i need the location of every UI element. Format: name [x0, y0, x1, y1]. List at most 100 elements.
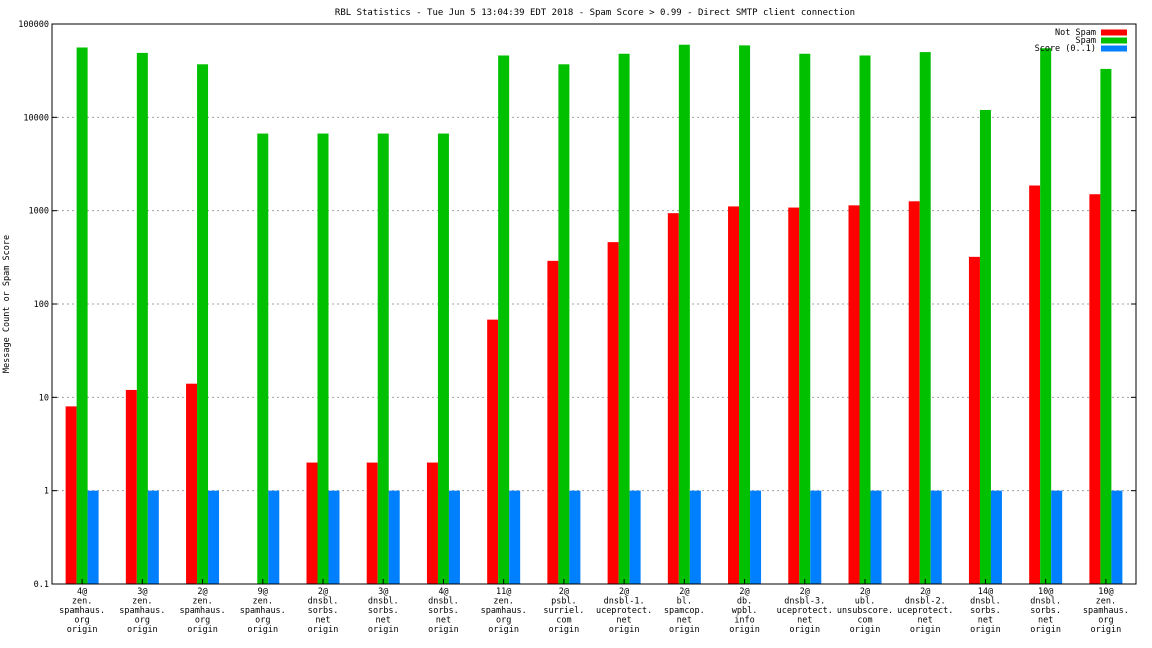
bar-spam-9	[618, 53, 630, 585]
x-tick-label-line: org	[195, 616, 210, 626]
bar-spam-0	[76, 47, 88, 585]
x-tick-label-line: sorbs.	[308, 606, 339, 616]
bar-spam-15	[979, 109, 991, 584]
bar-score-0-1--3	[268, 490, 280, 584]
bar-score-0-1--15	[990, 490, 1002, 584]
x-tick-label-line: zen.	[132, 597, 152, 607]
x-tick-label-line: 2@	[559, 587, 569, 597]
x-tick-label-line: uceprotect.	[596, 606, 652, 616]
bar-spam-10	[678, 44, 690, 585]
x-tick-label-line: spamhaus.	[481, 606, 527, 616]
x-tick-label: 2@ zen. spamhaus. org origin	[180, 587, 226, 635]
bar-score-0-1--0	[87, 490, 99, 584]
x-tick-label-line: 2@	[619, 587, 629, 597]
x-tick-label-line: dnsbl.	[1030, 597, 1061, 607]
x-tick-label-line: spamhaus.	[180, 606, 226, 616]
bar-spam-14	[919, 52, 931, 585]
bar-score-0-1--5	[388, 490, 400, 584]
x-tick-label-line: origin	[1091, 625, 1122, 635]
bar-not-spam-9	[607, 242, 619, 584]
x-tick-label-line: sorbs.	[428, 606, 459, 616]
bar-score-0-1--7	[509, 490, 521, 584]
x-tick-label-line: origin	[368, 625, 399, 635]
x-tick-label-line: net	[978, 616, 993, 626]
x-tick-label-line: dnsbl.	[368, 597, 399, 607]
x-tick-label-line: 4@	[77, 587, 87, 597]
x-tick-label-line: ubl.	[855, 597, 875, 607]
x-tick-label-line: origin	[1030, 625, 1061, 635]
x-tick-label-line: net	[797, 616, 812, 626]
bar-not-spam-10	[667, 213, 679, 584]
bar-spam-1	[136, 52, 148, 584]
x-tick-label-line: dnsbl.	[970, 597, 1001, 607]
grid-lines	[52, 116, 1136, 492]
x-tick-label-line: spamcop.	[664, 606, 705, 616]
x-tick-label-line: org	[496, 616, 511, 626]
bar-spam-8	[558, 64, 570, 585]
bar-not-spam-6	[426, 462, 438, 584]
x-tick-label-line: origin	[789, 625, 820, 635]
x-tick-label-line: zen.	[493, 597, 513, 607]
x-tick-label-line: spamhaus.	[240, 606, 286, 616]
y-axis-ticks: 100000 10000 1000 100 10 1 0.1	[18, 20, 1136, 590]
x-tick-label: 3@ dnsbl. sorbs. net origin	[368, 587, 399, 635]
x-tick-label-line: origin	[609, 625, 640, 635]
y-tick-label: 10	[39, 393, 49, 403]
bar-not-spam-8	[547, 260, 559, 584]
x-tick-label-line: origin	[729, 625, 760, 635]
x-tick-label-line: 10@	[1098, 587, 1113, 597]
x-tick-label-line: origin	[127, 625, 158, 635]
x-tick-label: 2@ dnsbl-1. uceprotect. net origin	[596, 587, 652, 635]
x-tick-label-line: origin	[428, 625, 459, 635]
x-tick-label-line: net	[376, 616, 391, 626]
x-tick-label-line: surriel.	[543, 606, 584, 616]
x-tick-label-line: bl.	[677, 597, 692, 607]
x-tick-label: 3@ zen. spamhaus. org origin	[119, 587, 165, 635]
x-tick-label-line: spamhaus.	[1083, 606, 1129, 616]
chart-title: RBL Statistics - Tue Jun 5 13:04:39 EDT …	[335, 8, 855, 18]
x-tick-label-line: org	[1098, 616, 1113, 626]
bar-spam-11	[739, 45, 751, 584]
x-tick-label-line: origin	[247, 625, 278, 635]
x-tick-label-line: origin	[850, 625, 881, 635]
bar-not-spam-12	[788, 207, 800, 584]
bars-group	[65, 44, 1123, 585]
bar-not-spam-15	[968, 256, 980, 584]
x-tick-label-line: 14@	[978, 587, 993, 597]
bar-score-0-1--16	[1051, 490, 1063, 584]
legend-label: Score (0..1)	[1035, 44, 1096, 54]
x-tick-label-line: com	[556, 616, 571, 626]
y-axis-label: Message Count or Spam Score	[2, 235, 12, 373]
x-tick-label-line: 3@	[378, 587, 388, 597]
bar-score-0-1--14	[930, 490, 942, 584]
bar-spam-13	[859, 55, 871, 584]
x-tick-label-line: 2@	[920, 587, 930, 597]
y-tick-label: 1000	[29, 207, 49, 217]
legend-label: Spam	[1076, 36, 1096, 46]
x-tick-label-line: 2@	[197, 587, 207, 597]
x-tick-label-line: 2@	[318, 587, 328, 597]
x-tick-label: 2@ ubl. unsubscore. com origin	[837, 587, 893, 635]
y-tick-label: 0.1	[34, 580, 49, 590]
y-tick-label: 100	[34, 300, 49, 310]
legend-swatch	[1101, 37, 1127, 44]
x-tick-label-line: sorbs.	[1030, 606, 1061, 616]
x-tick-label-line: zen.	[72, 597, 92, 607]
x-tick-label-line: 2@	[800, 587, 810, 597]
x-tick-label-line: 4@	[438, 587, 448, 597]
x-tick-label: 4@ zen. spamhaus. org origin	[59, 587, 105, 635]
bar-not-spam-17	[1089, 194, 1101, 584]
x-tick-label-line: db.	[737, 597, 752, 607]
x-tick-label-line: origin	[308, 625, 339, 635]
x-tick-label-line: zen.	[253, 597, 273, 607]
x-tick-label-line: uceprotect.	[897, 606, 953, 616]
bar-score-0-1--12	[810, 490, 822, 584]
x-tick-label: 2@ dnsbl-3. uceprotect. net origin	[777, 587, 833, 635]
x-tick-label-line: net	[315, 616, 330, 626]
x-tick-label-line: zen.	[1096, 597, 1116, 607]
x-tick-label-line: sorbs.	[970, 606, 1001, 616]
bar-score-0-1--9	[629, 490, 641, 584]
x-tick-label-line: org	[74, 616, 89, 626]
x-tick-label-line: origin	[67, 625, 98, 635]
